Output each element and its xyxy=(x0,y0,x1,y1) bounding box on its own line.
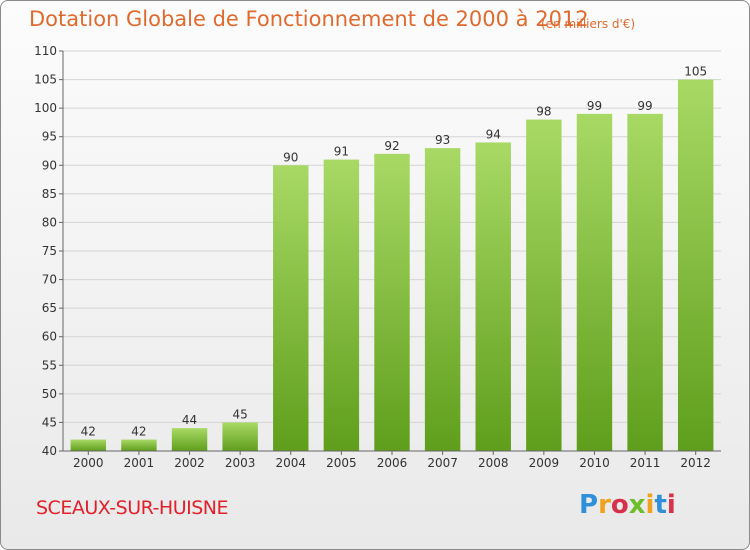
y-axis: 40 45 50 55 60 65 70 75 80 85 90 95 100 105 110 xyxy=(34,44,64,458)
bar xyxy=(70,439,107,451)
logo-letter: x xyxy=(628,490,646,520)
bar-value-label: 98 xyxy=(536,105,551,119)
bar-value-label: 42 xyxy=(81,425,96,439)
y-tick-label: 65 xyxy=(42,301,57,315)
bar xyxy=(475,142,511,451)
logo-letter: i xyxy=(666,490,676,520)
x-tick-label: 2011 xyxy=(630,456,661,470)
commune-name: SCEAUX-SUR-HUISNE xyxy=(36,497,229,519)
x-tick-label: 2008 xyxy=(478,456,509,470)
y-tick-label: 55 xyxy=(42,358,57,372)
bar xyxy=(374,153,410,451)
y-tick-label: 100 xyxy=(34,101,57,115)
logo-letter: r xyxy=(598,490,611,520)
bar-value-label: 93 xyxy=(435,133,450,147)
bar-value-label: 99 xyxy=(587,99,602,113)
logo-letter: o xyxy=(610,490,629,520)
bar-value-label: 92 xyxy=(384,139,399,153)
bar-value-label: 91 xyxy=(334,145,349,159)
bar xyxy=(576,113,613,451)
chart-title: Dotation Globale de Fonctionnement de 20… xyxy=(29,7,589,31)
proxiti-logo: Proxiti xyxy=(579,490,676,520)
y-tick-label: 40 xyxy=(42,444,57,458)
bar xyxy=(171,428,208,451)
bars: 42 42 44 45 90 91 92 93 94 98 99 99 105 xyxy=(70,65,714,452)
y-tick-label: 80 xyxy=(42,215,57,229)
x-tick-label: 2002 xyxy=(174,456,205,470)
bar xyxy=(222,422,258,451)
bar xyxy=(273,165,309,452)
y-tick-label: 90 xyxy=(42,158,57,172)
x-tick-label: 2003 xyxy=(225,456,256,470)
bar xyxy=(677,79,714,452)
x-tick-label: 2000 xyxy=(73,456,104,470)
y-tick-label: 70 xyxy=(42,273,57,287)
bar-value-label: 42 xyxy=(131,425,146,439)
bar-value-label: 45 xyxy=(233,407,248,421)
x-tick-label: 2001 xyxy=(124,456,155,470)
y-tick-label: 45 xyxy=(42,415,57,429)
y-tick-label: 105 xyxy=(34,73,57,87)
y-tick-label: 110 xyxy=(34,44,57,58)
bar xyxy=(627,113,663,451)
logo-letter: t xyxy=(654,490,667,520)
bar-value-label: 99 xyxy=(637,99,652,113)
x-tick-label: 2009 xyxy=(529,456,560,470)
x-tick-label: 2005 xyxy=(326,456,357,470)
x-tick-label: 2004 xyxy=(275,456,306,470)
x-tick-label: 2007 xyxy=(427,456,458,470)
bar-value-label: 44 xyxy=(182,413,197,427)
y-tick-label: 75 xyxy=(42,244,57,258)
bar-value-label: 90 xyxy=(283,150,298,164)
y-tick-label: 50 xyxy=(42,387,57,401)
x-tick-label: 2006 xyxy=(377,456,408,470)
logo-letter: P xyxy=(579,490,599,520)
x-axis: 2000 2001 2002 2003 2004 2005 2006 2007 2008 2009… xyxy=(63,450,721,470)
bar xyxy=(323,159,360,452)
x-tick-label: 2010 xyxy=(579,456,610,470)
y-tick-label: 95 xyxy=(42,130,57,144)
bar-value-label: 94 xyxy=(486,127,501,141)
y-tick-label: 60 xyxy=(42,330,57,344)
x-tick-label: 2012 xyxy=(680,456,711,470)
bar xyxy=(424,148,461,451)
y-tick-label: 85 xyxy=(42,187,57,201)
bar xyxy=(121,439,157,451)
bar xyxy=(526,119,562,452)
logo-letter: i xyxy=(645,490,655,520)
chart-unit: (en milliers d'€) xyxy=(541,17,636,31)
bar-value-label: 105 xyxy=(684,65,707,79)
